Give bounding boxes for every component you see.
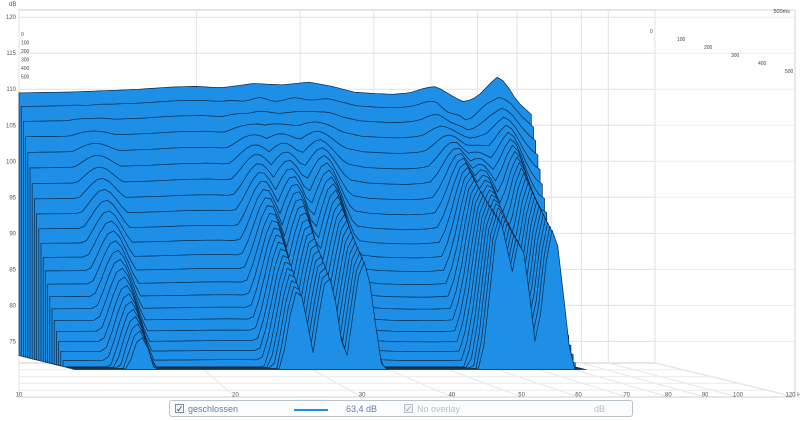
waterfall-surface <box>18 76 587 370</box>
waterfall-plot: 120 115 110 105 100 95 90 85 80 75 dB 10 20 30 40 50 60 7… <box>6 2 800 399</box>
z-tick-label-front: 100 <box>21 41 30 47</box>
floor-grid-line <box>654 362 796 398</box>
z-tick-label-back: 200 <box>704 45 713 51</box>
z-tick-label-front: 500 <box>21 75 30 81</box>
x-tick-label: 80 <box>665 393 672 399</box>
x-tick-label: 100 <box>733 393 744 399</box>
y-tick-label: 85 <box>9 267 16 273</box>
y-axis-label: dB <box>9 2 16 8</box>
z-tick-label-back: 300 <box>731 53 740 59</box>
z-tick-label-back: 400 <box>758 61 767 67</box>
floor-grid-line <box>608 362 739 398</box>
x-tick-label: 40 <box>449 393 456 399</box>
z-tick-label-back: 100 <box>677 37 686 43</box>
overlay-label: No overlay <box>417 404 461 414</box>
y-tick-label: 105 <box>6 123 17 129</box>
y-tick-label: 115 <box>6 51 16 57</box>
z-tick-label-front: 300 <box>21 58 30 64</box>
z-tick-label-back: 0 <box>650 29 653 35</box>
y-tick-label: 120 <box>6 15 17 21</box>
z-tick-label-back: 500 <box>785 69 794 75</box>
z-tick-label-front: 0 <box>21 32 24 38</box>
y-tick-label: 80 <box>9 303 16 309</box>
z-tick-label-front: 400 <box>21 66 30 72</box>
y-tick-label: 90 <box>9 231 16 237</box>
series-checkbox[interactable]: ✓ <box>175 404 184 414</box>
y-tick-label: 75 <box>9 339 16 345</box>
series-name-label: geschlossen <box>188 404 239 414</box>
floor-grid-line <box>581 362 706 398</box>
decay-slice <box>73 220 587 370</box>
x-tick-label: 30 <box>359 393 366 399</box>
x-tick-label: 60 <box>575 393 582 399</box>
z-tick-label-front: 200 <box>21 49 30 55</box>
x-tick-label: 20 <box>232 393 239 399</box>
x-tick-label: 50 <box>518 393 525 399</box>
legend-bar: ✓ geschlossen 63,4 dB ✓ No overlay dB <box>169 400 633 417</box>
overlay-unit-label: dB <box>594 404 606 414</box>
y-tick-label: 110 <box>6 87 16 93</box>
x-tick-label: 90 <box>702 393 709 399</box>
side-wall <box>654 9 796 398</box>
y-tick-label: 95 <box>9 195 16 201</box>
x-tick-label: 10 <box>16 393 23 399</box>
x-tick-label: 70 <box>623 393 630 399</box>
axis-ticks: 120 115 110 105 100 95 90 85 80 75 dB 10 20 30 40 50 60 7… <box>6 2 800 399</box>
series-line-swatch <box>294 409 328 411</box>
z-end-label: 500ms <box>773 9 790 15</box>
x-tick-label: 120 Hz <box>785 393 800 399</box>
series-value-label: 63,4 dB <box>346 404 378 414</box>
overlay-checkbox[interactable]: ✓ <box>404 404 413 414</box>
y-tick-label: 100 <box>6 159 17 165</box>
